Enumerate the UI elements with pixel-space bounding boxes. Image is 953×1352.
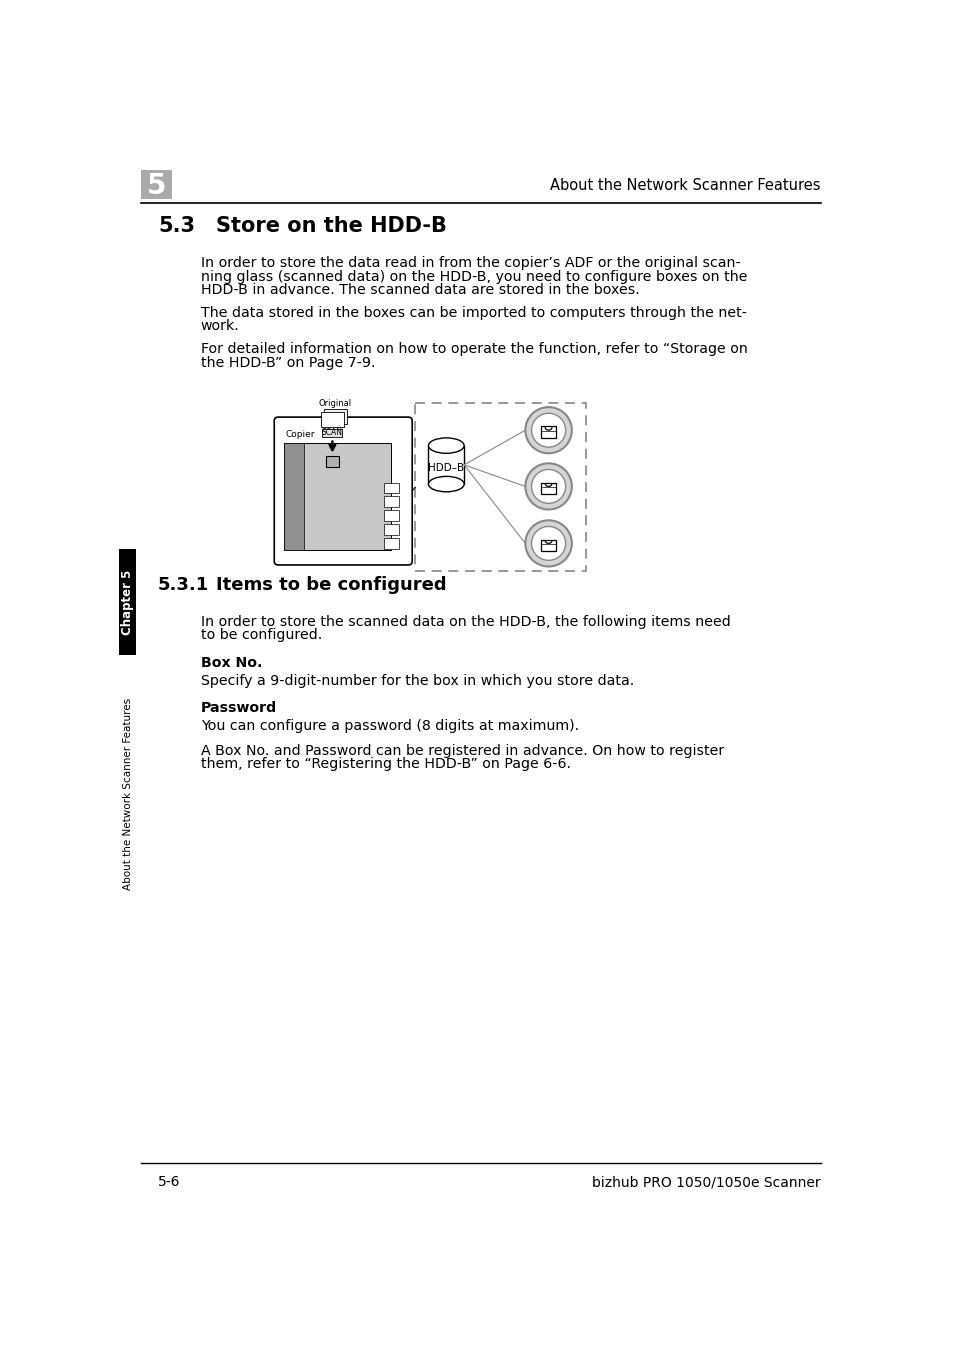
Text: A Box No. and Password can be registered in advance. On how to register: A Box No. and Password can be registered… xyxy=(200,744,723,757)
Text: Copier: Copier xyxy=(286,430,315,439)
FancyBboxPatch shape xyxy=(320,412,344,427)
Text: About the Network Scanner Features: About the Network Scanner Features xyxy=(123,698,132,890)
Text: Specify a 9-digit-number for the box in which you store data.: Specify a 9-digit-number for the box in … xyxy=(200,673,633,688)
Text: 5-6: 5-6 xyxy=(158,1175,180,1190)
FancyBboxPatch shape xyxy=(326,456,338,468)
Ellipse shape xyxy=(428,438,464,453)
Text: HDD-B in advance. The scanned data are stored in the boxes.: HDD-B in advance. The scanned data are s… xyxy=(200,283,639,297)
Circle shape xyxy=(531,414,565,448)
FancyBboxPatch shape xyxy=(383,510,398,521)
Text: work.: work. xyxy=(200,319,239,334)
FancyBboxPatch shape xyxy=(322,429,342,437)
Text: You can configure a password (8 digits at maximum).: You can configure a password (8 digits a… xyxy=(200,719,578,733)
FancyBboxPatch shape xyxy=(274,418,412,565)
Text: The data stored in the boxes can be imported to computers through the net-: The data stored in the boxes can be impo… xyxy=(200,306,746,320)
FancyBboxPatch shape xyxy=(383,496,398,507)
Text: 5: 5 xyxy=(147,172,166,200)
Text: to be configured.: to be configured. xyxy=(200,629,321,642)
FancyBboxPatch shape xyxy=(323,408,347,425)
Text: the HDD-B” on Page 7-9.: the HDD-B” on Page 7-9. xyxy=(200,356,375,369)
FancyBboxPatch shape xyxy=(119,549,136,654)
FancyBboxPatch shape xyxy=(141,170,172,199)
FancyBboxPatch shape xyxy=(415,403,585,571)
FancyBboxPatch shape xyxy=(383,525,398,535)
Circle shape xyxy=(525,521,571,566)
Text: them, refer to “Registering the HDD-B” on Page 6-6.: them, refer to “Registering the HDD-B” o… xyxy=(200,757,570,771)
Text: In order to store the scanned data on the HDD-B, the following items need: In order to store the scanned data on th… xyxy=(200,615,730,629)
FancyBboxPatch shape xyxy=(383,483,398,493)
FancyBboxPatch shape xyxy=(428,446,464,484)
FancyBboxPatch shape xyxy=(284,442,303,550)
Text: 5.3: 5.3 xyxy=(158,215,194,235)
FancyBboxPatch shape xyxy=(284,442,391,550)
Text: Box No.: Box No. xyxy=(200,656,262,669)
Circle shape xyxy=(525,464,571,510)
Text: Items to be configured: Items to be configured xyxy=(216,576,446,595)
FancyBboxPatch shape xyxy=(540,539,556,552)
Text: About the Network Scanner Features: About the Network Scanner Features xyxy=(550,178,820,193)
Circle shape xyxy=(531,469,565,503)
Text: HDD–B: HDD–B xyxy=(428,462,464,473)
Text: In order to store the data read in from the copier’s ADF or the original scan-: In order to store the data read in from … xyxy=(200,256,740,270)
Text: ning glass (scanned data) on the HDD-B, you need to configure boxes on the: ning glass (scanned data) on the HDD-B, … xyxy=(200,269,746,284)
FancyBboxPatch shape xyxy=(540,483,556,493)
FancyBboxPatch shape xyxy=(540,426,556,438)
Text: bizhub PRO 1050/1050e Scanner: bizhub PRO 1050/1050e Scanner xyxy=(592,1175,820,1190)
Text: For detailed information on how to operate the function, refer to “Storage on: For detailed information on how to opera… xyxy=(200,342,747,356)
Ellipse shape xyxy=(428,476,464,492)
Text: Chapter 5: Chapter 5 xyxy=(121,569,134,634)
FancyBboxPatch shape xyxy=(383,538,398,549)
Text: 5.3.1: 5.3.1 xyxy=(158,576,209,595)
Circle shape xyxy=(531,526,565,560)
Circle shape xyxy=(525,407,571,453)
Text: SCAN: SCAN xyxy=(321,429,342,438)
Text: Store on the HDD-B: Store on the HDD-B xyxy=(216,215,447,235)
Text: Original: Original xyxy=(317,399,351,407)
Text: Password: Password xyxy=(200,702,276,715)
